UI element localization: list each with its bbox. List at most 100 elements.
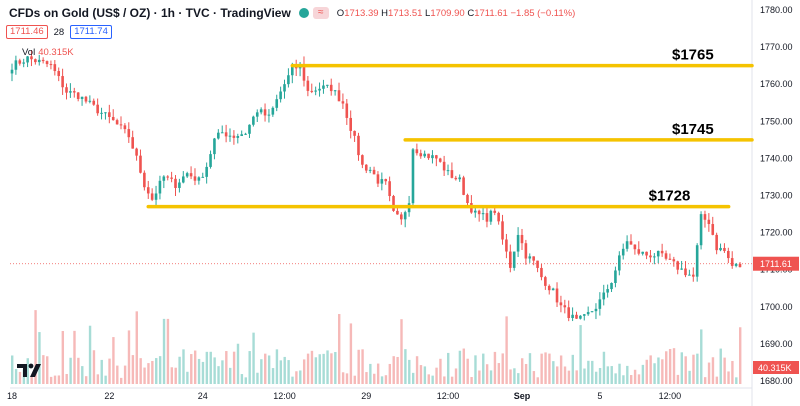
volume-bar xyxy=(731,360,734,384)
candle-body xyxy=(45,61,49,65)
candle-body xyxy=(536,260,539,268)
volume-bar xyxy=(707,362,711,384)
symbol-title[interactable]: CFDs on Gold (US$ / OZ) · 1h · TVC · Tra… xyxy=(9,6,291,20)
candle-body xyxy=(392,196,395,211)
volume-label: Vol xyxy=(22,47,36,58)
candle-body xyxy=(372,169,376,175)
volume-bar xyxy=(598,367,602,384)
candle-body xyxy=(34,59,37,63)
volume-bar xyxy=(112,337,115,384)
price-tick-label: 1680.00 xyxy=(760,376,793,386)
candle-body xyxy=(427,153,430,159)
candle-body xyxy=(232,135,236,138)
volume-bar xyxy=(493,351,497,384)
high-label: H xyxy=(381,7,389,19)
volume-bar xyxy=(505,316,508,384)
volume-bar xyxy=(439,358,442,384)
volume-bar xyxy=(497,363,501,384)
candle-body xyxy=(224,132,228,137)
volume-bar xyxy=(579,325,582,384)
candle-body xyxy=(104,112,107,114)
volume-bar xyxy=(123,365,127,384)
candle-body xyxy=(119,124,123,126)
volume-bar xyxy=(162,318,166,384)
tradingview-logo-icon[interactable] xyxy=(16,360,44,380)
volume-bar xyxy=(380,376,384,384)
candle-body xyxy=(730,258,734,266)
volume-legend: Vol 40.315K xyxy=(22,47,74,58)
candle-body xyxy=(477,210,481,215)
volume-bar xyxy=(143,367,146,384)
candle-body xyxy=(14,60,18,70)
candle-body xyxy=(275,99,279,108)
candle-body xyxy=(633,244,637,250)
candle-body xyxy=(123,125,127,130)
ohlc-readout: O1713.39 H1713.51 L1709.90 C1711.61 −1.8… xyxy=(337,8,575,19)
candle-body xyxy=(551,288,555,291)
volume-bar xyxy=(427,374,430,384)
volume-bar xyxy=(462,348,465,384)
candle-body xyxy=(699,214,703,246)
candle-body xyxy=(181,176,185,183)
volume-bar xyxy=(326,350,329,384)
volume-bar xyxy=(248,351,251,384)
wave-icon[interactable]: ≈ xyxy=(312,7,329,19)
candle-body xyxy=(415,149,419,154)
volume-bar xyxy=(649,355,652,384)
volume-bar xyxy=(719,348,722,384)
volume-bar xyxy=(369,363,372,384)
volume-bar xyxy=(151,360,154,384)
volume-bar xyxy=(680,352,684,384)
volume-bar xyxy=(108,358,111,384)
volume-bar xyxy=(735,377,738,384)
volume-bar xyxy=(692,354,695,384)
candle-body xyxy=(26,56,29,63)
volume-bar xyxy=(517,373,520,384)
candle-body xyxy=(672,259,676,262)
bid-price[interactable]: 1711.46 xyxy=(6,25,48,39)
candle-body xyxy=(481,213,485,215)
candle-body xyxy=(49,64,53,66)
volume-bar xyxy=(482,353,485,384)
candle-body xyxy=(567,307,571,318)
volume-bar xyxy=(501,353,504,384)
price-tick-label: 1730.00 xyxy=(760,191,793,201)
candle-body xyxy=(279,91,282,100)
volume-bar xyxy=(653,363,656,384)
last-price-tag xyxy=(753,256,799,271)
candle-body xyxy=(403,212,407,220)
candle-body xyxy=(111,116,115,121)
candle-body xyxy=(684,268,687,276)
volume-bar xyxy=(81,366,84,384)
candle-body xyxy=(505,239,508,252)
candle-body xyxy=(676,261,680,270)
candle-body xyxy=(271,107,275,115)
candle-body xyxy=(575,314,578,319)
volume-bar xyxy=(552,361,555,384)
candle-body xyxy=(559,302,563,306)
volume-bar xyxy=(221,360,224,384)
ask-price[interactable]: 1711.74 xyxy=(70,25,112,39)
candle-body xyxy=(205,166,208,177)
time-axis[interactable]: 18 22 24 12:00 29 12:00 Sep 5 12:00 xyxy=(7,391,681,401)
volume-bar xyxy=(170,367,174,384)
volume-bar xyxy=(330,353,333,384)
candle-body xyxy=(606,289,609,293)
price-tick-label: 1760.00 xyxy=(760,79,793,89)
candle-body xyxy=(287,75,290,85)
volume-bar xyxy=(73,330,76,384)
volume-bar xyxy=(322,353,325,384)
candle-body xyxy=(213,138,216,155)
volume-bar xyxy=(120,377,123,384)
level-label: $1745 xyxy=(672,121,714,138)
volume-bar xyxy=(614,373,617,384)
time-tick-label: 12:00 xyxy=(659,391,682,401)
volume-bar xyxy=(131,355,135,384)
spread-value: 28 xyxy=(53,26,65,38)
price-tick-label: 1770.00 xyxy=(760,42,793,52)
price-axis[interactable]: 1680.001690.001700.001710.001720.001730.… xyxy=(753,5,799,386)
candle-body xyxy=(649,255,652,258)
candle-body xyxy=(115,120,119,125)
